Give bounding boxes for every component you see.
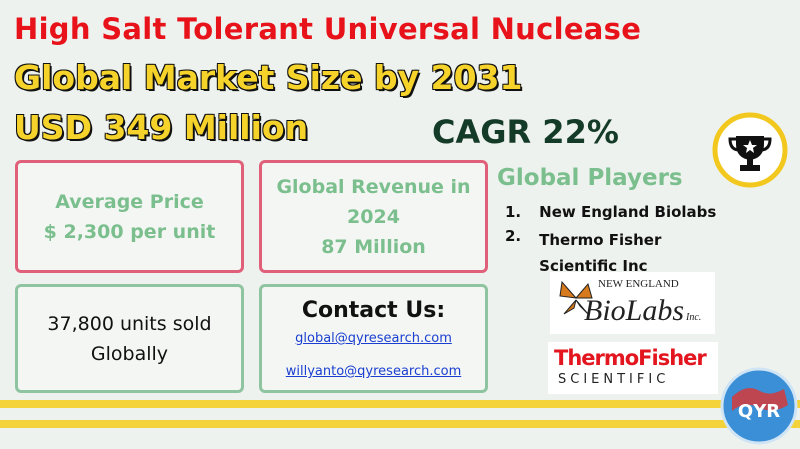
qyr-text: QYR <box>738 401 780 422</box>
stripe <box>0 400 800 408</box>
email-link[interactable]: global@qyresearch.com <box>295 331 452 346</box>
price-box: Average Price $ 2,300 per unit <box>15 160 244 273</box>
price-value: $ 2,300 per unit <box>43 220 216 243</box>
stripe <box>0 420 800 428</box>
market-size: USD 349 Million <box>14 108 309 147</box>
price-label: Average Price <box>55 190 204 213</box>
player-num: 2. <box>505 227 522 245</box>
player-item: 2. Thermo Fisher Scientific Inc <box>505 227 745 279</box>
units-text: 37,800 units sold Globally <box>47 312 212 365</box>
thermo-sub: SCIENTIFIC <box>558 372 670 387</box>
contact-box: Contact Us: global@qyresearch.com willya… <box>259 284 488 393</box>
player-name: New England Biolabs <box>539 203 717 221</box>
headline: Global Market Size by 2031 <box>14 58 523 97</box>
neb-top: NEW ENGLAND <box>598 278 679 290</box>
butterfly <box>559 280 593 315</box>
cagr: CAGR 22% <box>432 113 619 151</box>
player-name: Thermo Fisher Scientific Inc <box>539 231 662 275</box>
title: High Salt Tolerant Universal Nuclease <box>14 12 642 46</box>
revenue-value: 87 Million <box>321 235 426 258</box>
units-box: 37,800 units sold Globally <box>15 284 244 393</box>
neb-inc: Inc. <box>686 312 702 323</box>
contact-label: Contact Us: <box>301 298 446 323</box>
players-title: Global Players <box>497 165 683 191</box>
player-item: 1. New England Biolabs <box>505 203 745 221</box>
thermo-name: ThermoFisher <box>554 346 707 370</box>
neb-logo: NEW ENGLAND BioLabs Inc. <box>550 272 715 334</box>
qyr-logo: QYR <box>720 367 798 445</box>
players-list: 1. New England Biolabs 2. Thermo Fisher … <box>505 203 745 279</box>
thermo-logo: ThermoFisher SCIENTIFIC <box>548 342 718 394</box>
neb-main: BioLabs <box>584 294 685 327</box>
revenue-box: Global Revenue in 2024 87 Million <box>259 160 488 273</box>
trophy-icon <box>712 112 788 188</box>
revenue-label: Global Revenue in 2024 <box>276 175 471 228</box>
player-num: 1. <box>505 203 522 221</box>
email-link[interactable]: willyanto@qyresearch.com <box>285 364 462 379</box>
